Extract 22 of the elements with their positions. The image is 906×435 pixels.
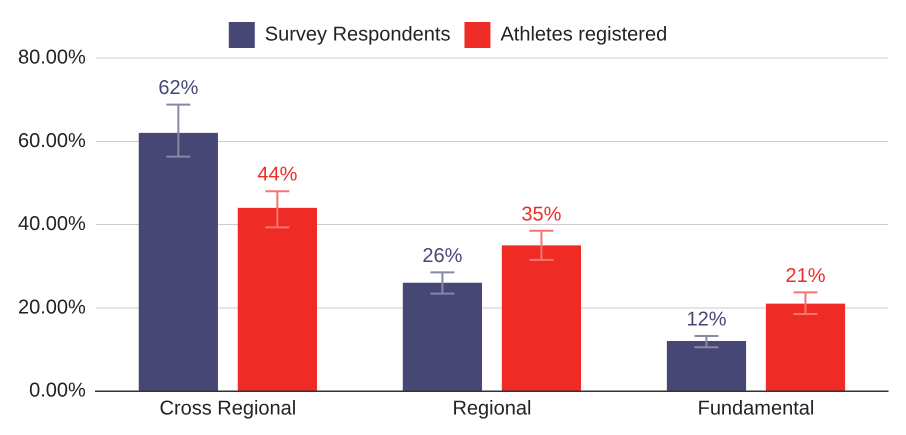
data-label: 44% [257,164,298,186]
y-tick-label: 20.00% [18,296,86,318]
bar [766,304,846,390]
y-tick-label: 40.00% [18,213,86,236]
data-label: 21% [785,264,826,287]
bar [138,132,218,390]
legend-label: Athletes registered [500,24,668,46]
x-tick-label: Regional [452,398,532,420]
bar [666,341,746,390]
x-tick-label: Cross Regional [159,398,296,420]
y-tick-label: 0.00% [29,380,86,402]
y-tick-label: 80.00% [18,46,86,69]
data-label: 62% [158,77,199,100]
legend-label: Survey Respondents [264,24,450,46]
bar [502,245,582,390]
y-tick-label: 60.00% [18,130,86,152]
data-label: 35% [521,203,562,226]
data-label: 12% [686,308,727,331]
bar [402,282,482,390]
bar [238,208,317,390]
x-tick-label: Fundamental [698,398,814,420]
data-label: 26% [422,244,463,267]
